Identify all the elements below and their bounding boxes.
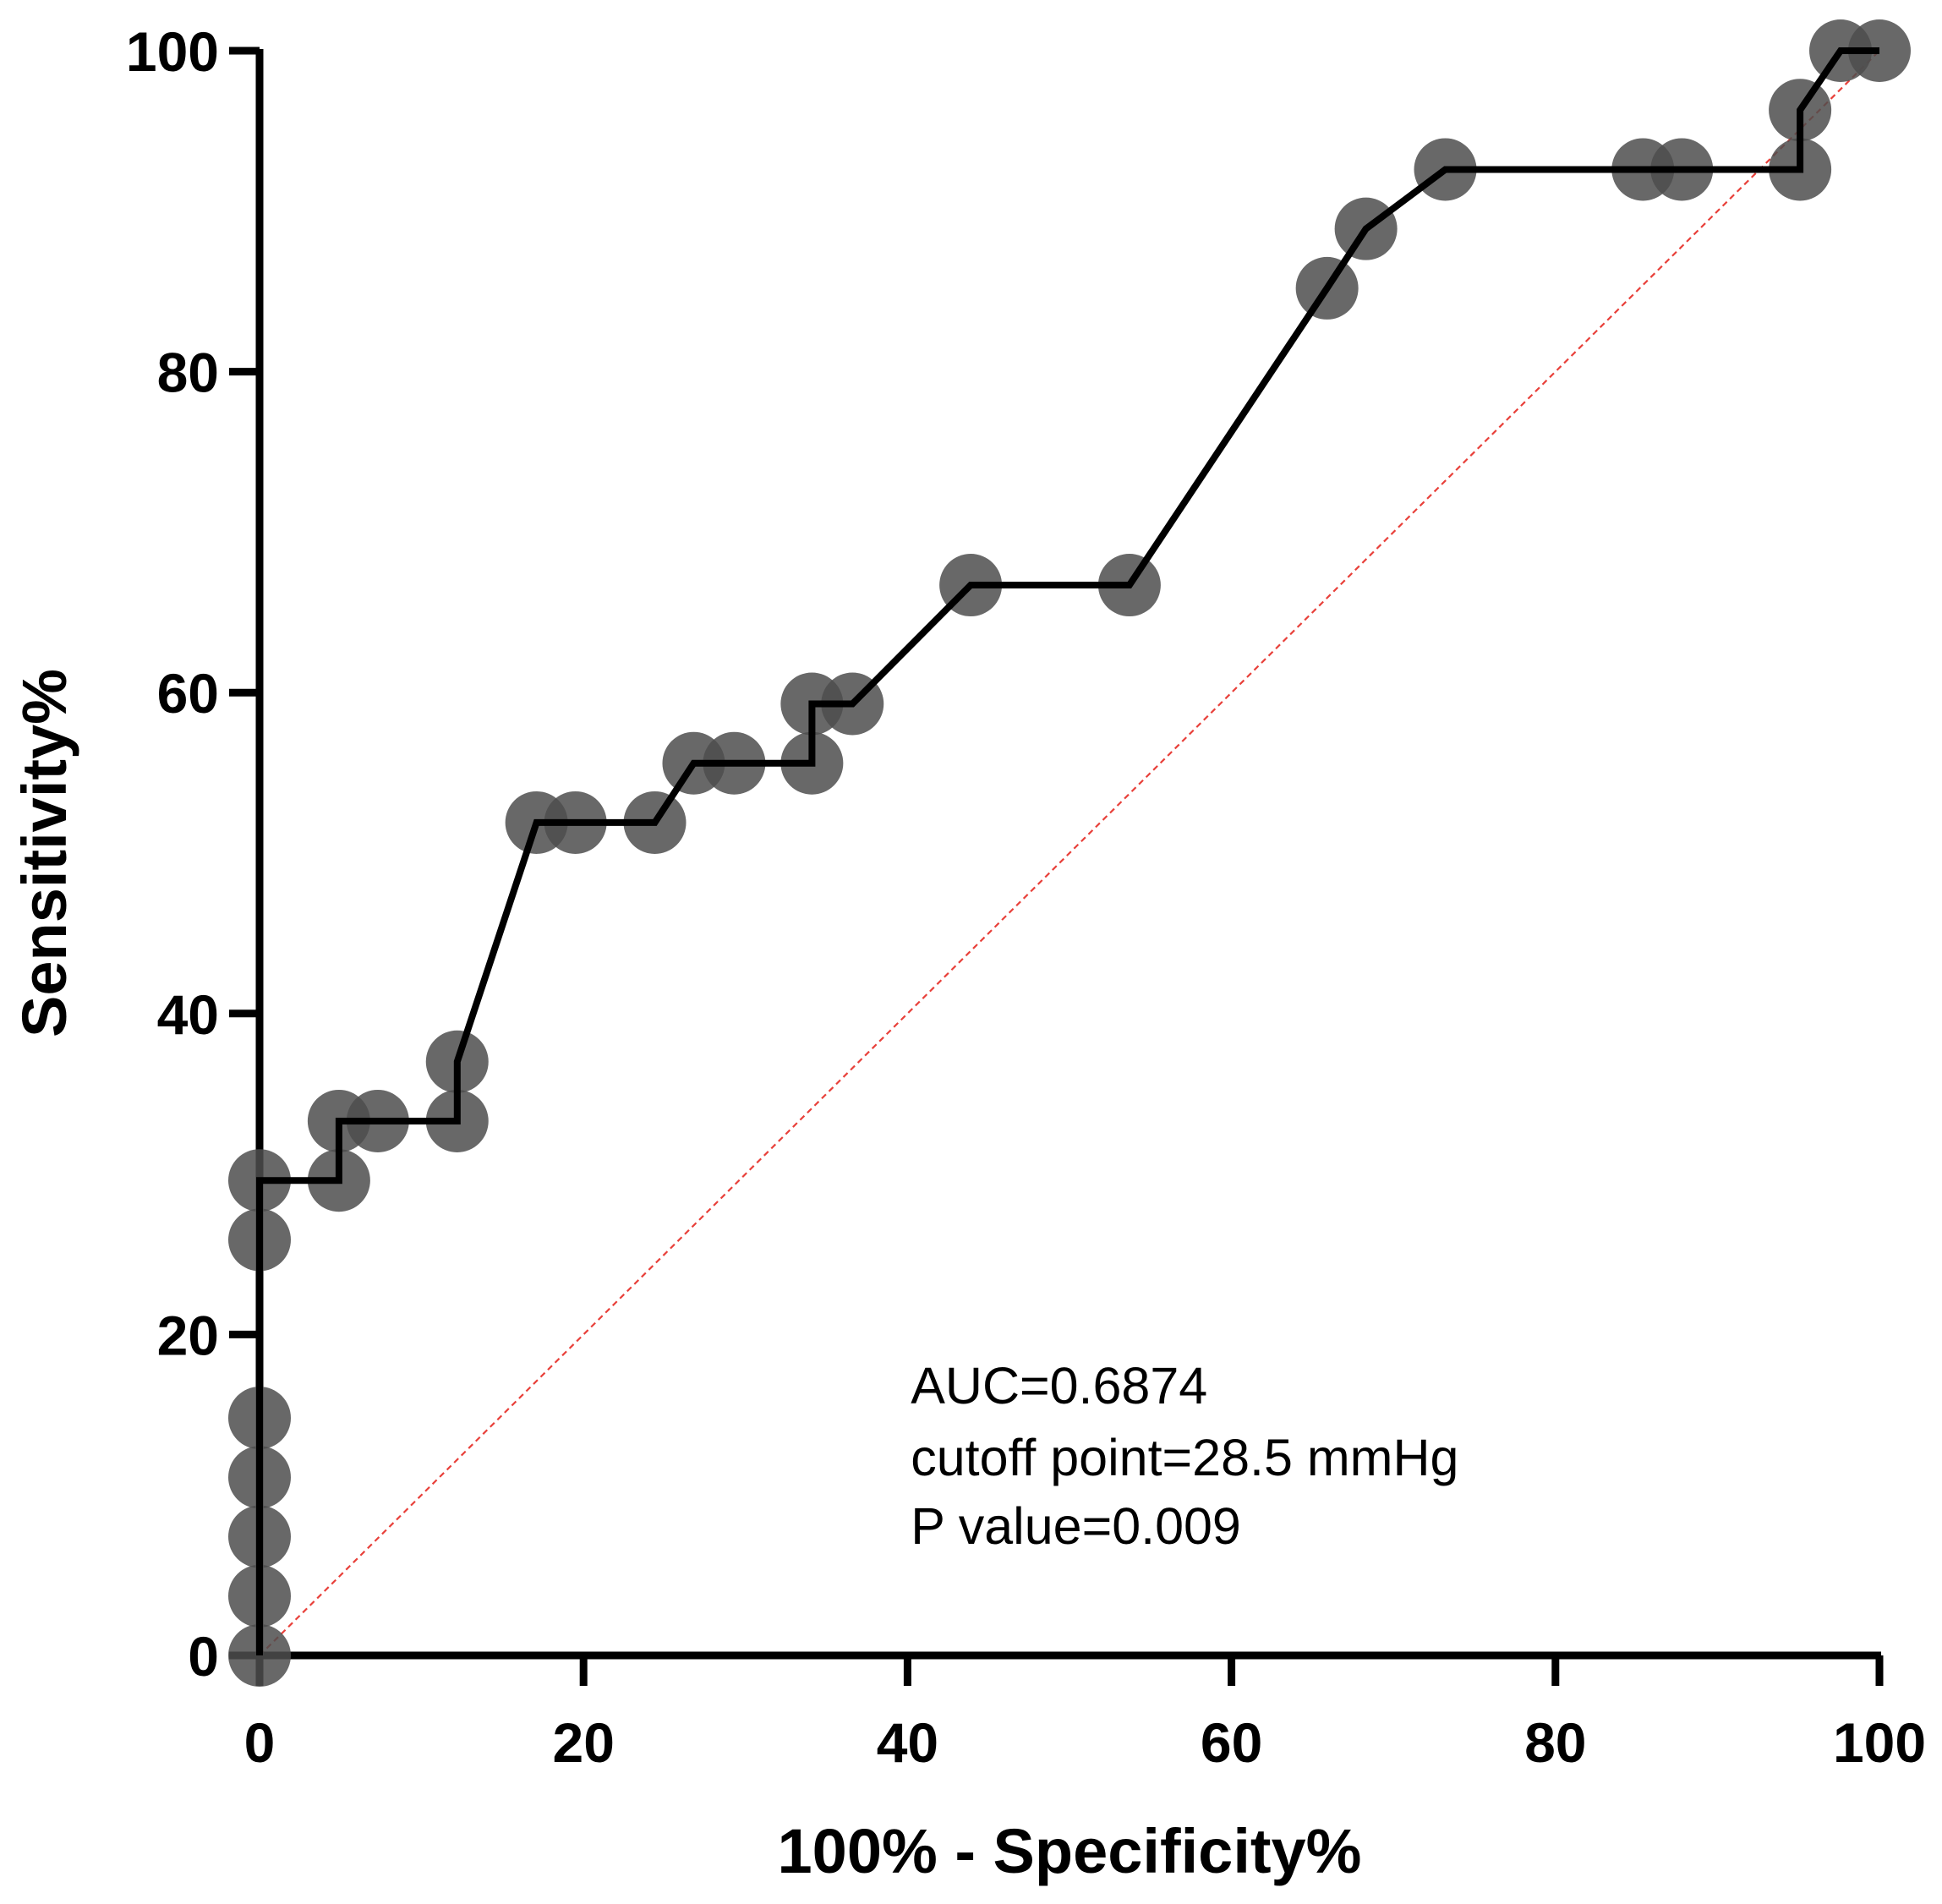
roc-curve-layer bbox=[256, 47, 1879, 1655]
y-tick-label: 100 bbox=[126, 20, 219, 83]
x-tick-label: 80 bbox=[1524, 1711, 1586, 1774]
x-tick-label: 60 bbox=[1201, 1711, 1262, 1774]
x-tick-label: 100 bbox=[1833, 1711, 1926, 1774]
reference-diagonal-line bbox=[259, 50, 1880, 1656]
roc-curve-line bbox=[256, 47, 1879, 1655]
ticks-layer: 0 20 40 60 80 100 0 20 40 60 80 100 bbox=[126, 20, 1926, 1774]
auc-annotation: AUC=0.6874 bbox=[911, 1357, 1207, 1414]
y-tick-label: 20 bbox=[157, 1304, 219, 1366]
y-tick-label: 60 bbox=[157, 662, 219, 725]
x-tick-label: 0 bbox=[244, 1711, 276, 1774]
cutoff-annotation: cutoff point=28.5 mmHg bbox=[911, 1429, 1458, 1486]
reference-line-layer bbox=[259, 50, 1880, 1656]
p-value-annotation: P value=0.009 bbox=[911, 1497, 1241, 1555]
y-tick-label: 40 bbox=[157, 983, 219, 1046]
y-tick-label: 0 bbox=[188, 1625, 219, 1688]
x-tick-label: 20 bbox=[552, 1711, 614, 1774]
x-axis-title: 100% - Specificity% bbox=[778, 1816, 1362, 1886]
x-tick-label: 40 bbox=[877, 1711, 938, 1774]
y-axis-title: Sensitivity% bbox=[9, 669, 79, 1037]
y-tick-label: 80 bbox=[157, 342, 219, 404]
